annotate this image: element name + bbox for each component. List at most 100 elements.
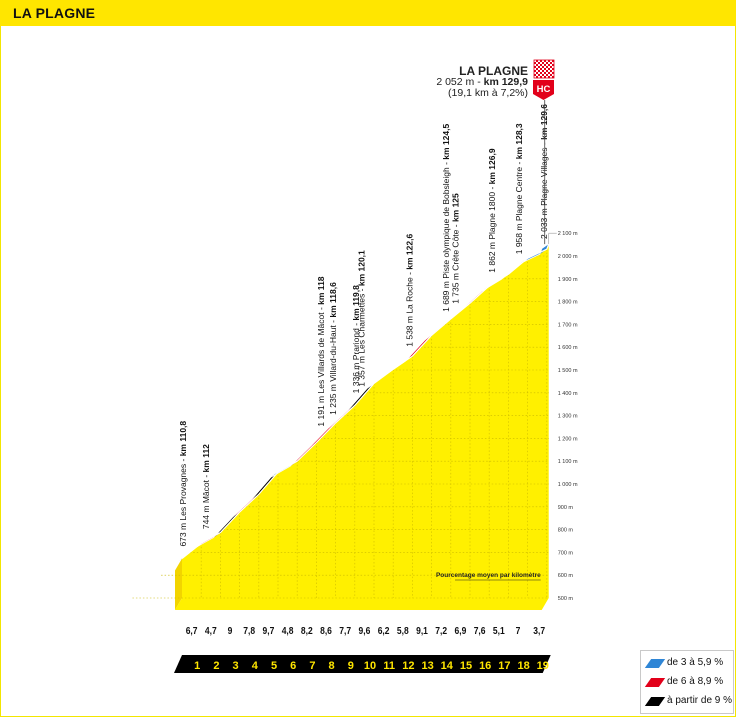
gradient-value: 6,7 — [186, 625, 198, 636]
km-label: 16 — [479, 660, 491, 672]
waypoint-name: 1 735 m Crête Côte - — [451, 222, 461, 304]
legend-label: de 3 à 5,9 % — [667, 657, 724, 668]
blue-swatch-icon — [644, 659, 666, 668]
black-swatch-icon — [644, 697, 666, 706]
km-label: 2 — [213, 660, 219, 672]
altitude-tick-label: 1 200 m — [558, 436, 578, 442]
waypoint-label: 1 235 m Villard-du-Haut - km 118,6 — [328, 282, 338, 415]
altitude-tick-label: 1 500 m — [558, 368, 578, 374]
waypoint-label: 1 958 m Plagne Centre - km 128,3 — [514, 123, 524, 254]
waypoint-km: km 110,8 — [178, 421, 188, 457]
km-label: 3 — [233, 660, 239, 672]
altitude-tick-label: 1 300 m — [558, 414, 578, 420]
summit-info: LA PLAGNE 2 052 m - km 129,9 (19,1 km à … — [436, 64, 528, 99]
checkered-flag-icon — [533, 59, 555, 79]
waypoint-label: 1 538 m La Roche - km 122,6 — [405, 234, 415, 347]
summit-climb: (19,1 km à 7,2%) — [448, 87, 528, 99]
waypoint-km: km 120,1 — [357, 250, 367, 286]
waypoint-label: 2 033 m Plagne Villages - km 129,6 — [539, 104, 549, 239]
km-label: 12 — [402, 660, 414, 672]
waypoint-label: 1 689 m Piste olympique de Bobsleigh - k… — [441, 124, 451, 312]
altitude-tick-label: 1 000 m — [558, 482, 578, 488]
km-label: 10 — [364, 660, 376, 672]
waypoint-km: km 112 — [201, 444, 211, 473]
gradient-value: 7,8 — [243, 625, 255, 636]
waypoint-label: 1 357 m Les Charmettes - km 120,1 — [357, 250, 367, 387]
legend-label: à partir de 9 % — [667, 695, 733, 706]
km-label: 14 — [441, 660, 454, 672]
gradient-value: 4,7 — [205, 625, 217, 636]
waypoint-km: km 119,8 — [351, 285, 361, 321]
altitude-tick-label: 1 100 m — [558, 459, 578, 465]
waypoint-km: km 126,9 — [487, 148, 497, 184]
altitude-tick-label: 1 600 m — [558, 345, 578, 351]
waypoint-name: 744 m Mâcot - — [201, 472, 211, 529]
gradient-value: 6,9 — [455, 625, 467, 636]
waypoint-km: km 118,6 — [328, 282, 338, 318]
red-swatch-icon — [644, 678, 666, 687]
gradient-value: 9,7 — [263, 625, 275, 636]
waypoint-km: km 129,6 — [539, 104, 549, 140]
altitude-tick-label: 1 900 m — [558, 277, 578, 283]
altitude-tick-label: 700 m — [558, 550, 574, 556]
profile-base-strip — [175, 598, 549, 610]
waypoint-name: 1 191 m Les Villards de Mâcot - — [316, 305, 326, 427]
waypoint-km: km 118 — [316, 276, 326, 305]
waypoint-label: 1 735 m Crête Côte - km 125 — [451, 193, 461, 304]
legend-item-very-steep: à partir de 9 % — [644, 694, 733, 710]
average-gradient-caption: Pourcentage moyen par kilomètre — [436, 572, 541, 579]
waypoint-name: 1 689 m Piste olympique de Bobsleigh - — [441, 160, 451, 312]
altitude-tick-label: 800 m — [558, 528, 574, 534]
altitude-tick-label: 2 100 m — [558, 231, 578, 237]
km-label: 13 — [421, 660, 433, 672]
km-label: 8 — [329, 660, 335, 672]
km-label: 7 — [309, 660, 315, 672]
gradient-value: 9,1 — [416, 625, 428, 636]
waypoint-label: 744 m Mâcot - km 112 — [201, 444, 211, 529]
waypoint-name: 1 357 m Les Charmettes - — [357, 286, 367, 387]
summit-km: km 129,9 — [483, 76, 528, 88]
gradient-value: 8,2 — [301, 625, 313, 636]
altitude-tick-label: 1 400 m — [558, 391, 578, 397]
legend-label: de 6 à 8,9 % — [667, 676, 724, 687]
gradient-value: 8,6 — [320, 625, 332, 636]
km-label: 19 — [537, 660, 549, 672]
altitude-tick-label: 900 m — [558, 505, 574, 511]
altitude-tick-label: 600 m — [558, 573, 574, 579]
waypoint-name: 1 235 m Villard-du-Haut - — [328, 318, 338, 415]
gradient-value: 7,2 — [435, 625, 447, 636]
km-label: 1 — [194, 660, 200, 672]
waypoint-name: 2 033 m Plagne Villages - — [539, 140, 549, 239]
waypoint-name: 1 862 m Plagne 1800 - — [487, 184, 497, 272]
km-label: 9 — [348, 660, 354, 672]
gradient-value: 5,8 — [397, 625, 409, 636]
legend-item-moderate: de 3 à 5,9 % — [644, 656, 733, 672]
summit-name: LA PLAGNE — [459, 64, 528, 78]
km-label: 15 — [460, 660, 472, 672]
altitude-tick-label: 500 m — [558, 596, 574, 602]
waypoint-name: 673 m Les Provagnes - — [178, 456, 188, 546]
km-label: 18 — [517, 660, 529, 672]
waypoint-label: 1 336 m Prariond - km 119,8 — [351, 285, 361, 393]
profile-area — [182, 244, 549, 599]
km-label: 4 — [252, 660, 259, 672]
altitude-tick-label: 1 700 m — [558, 322, 578, 328]
waypoint-label: 673 m Les Provagnes - km 110,8 — [178, 421, 188, 547]
waypoint-km: km 122,6 — [405, 234, 415, 270]
gradient-value: 7 — [516, 625, 521, 636]
km-label: 5 — [271, 660, 277, 672]
waypoint-km: km 124,5 — [441, 124, 451, 160]
km-label: 6 — [290, 660, 296, 672]
gradient-value: 6,2 — [378, 625, 390, 636]
gradient-value: 7,7 — [339, 625, 351, 636]
summit-altitude: 2 052 m — [436, 76, 475, 88]
waypoint-label: 1 862 m Plagne 1800 - km 126,9 — [487, 148, 497, 273]
gradient-value: 9 — [228, 625, 233, 636]
km-label: 17 — [498, 660, 510, 672]
gradient-value: 5,1 — [493, 625, 505, 636]
altitude-tick-label: 2 000 m — [558, 254, 578, 260]
gradient-legend: de 3 à 5,9 % de 6 à 8,9 % à partir de 9 … — [640, 650, 734, 714]
km-band — [174, 655, 551, 673]
waypoint-label: 1 191 m Les Villards de Mâcot - km 118 — [316, 276, 326, 426]
